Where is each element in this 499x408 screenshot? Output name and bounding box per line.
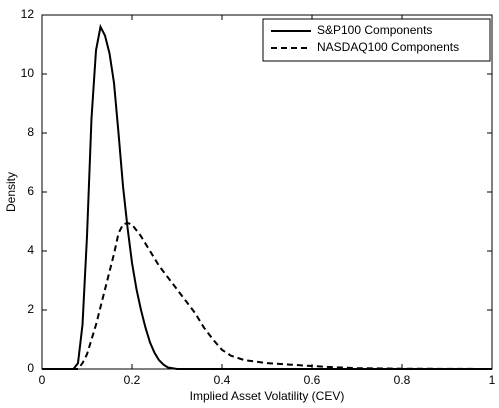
line-series <box>42 23 492 370</box>
y-tick-label: 10 <box>21 66 35 80</box>
plot-box <box>41 14 493 370</box>
y-tick-label: 8 <box>27 125 34 139</box>
y-tick-label: 4 <box>27 243 34 257</box>
x-axis-label: Implied Asset Volatility (CEV) <box>190 389 345 403</box>
legend-label: NASDAQ100 Components <box>317 40 459 54</box>
line-series <box>42 221 493 370</box>
x-tick-label: 0.8 <box>394 373 411 387</box>
y-tick-label: 2 <box>27 302 34 316</box>
x-tick-label: 1 <box>489 373 496 387</box>
y-tick-label: 6 <box>27 184 34 198</box>
y-axis-label: Density <box>4 172 18 212</box>
x-tick-label: 0.6 <box>304 373 321 387</box>
x-tick-label: 0 <box>39 373 46 387</box>
legend-label: S&P100 Components <box>317 23 432 37</box>
x-tick-label: 0.4 <box>214 373 231 387</box>
y-tick-label: 12 <box>21 7 35 21</box>
y-tick-label: 0 <box>27 361 34 375</box>
legend-box <box>262 18 491 62</box>
x-tick-label: 0.2 <box>124 373 141 387</box>
